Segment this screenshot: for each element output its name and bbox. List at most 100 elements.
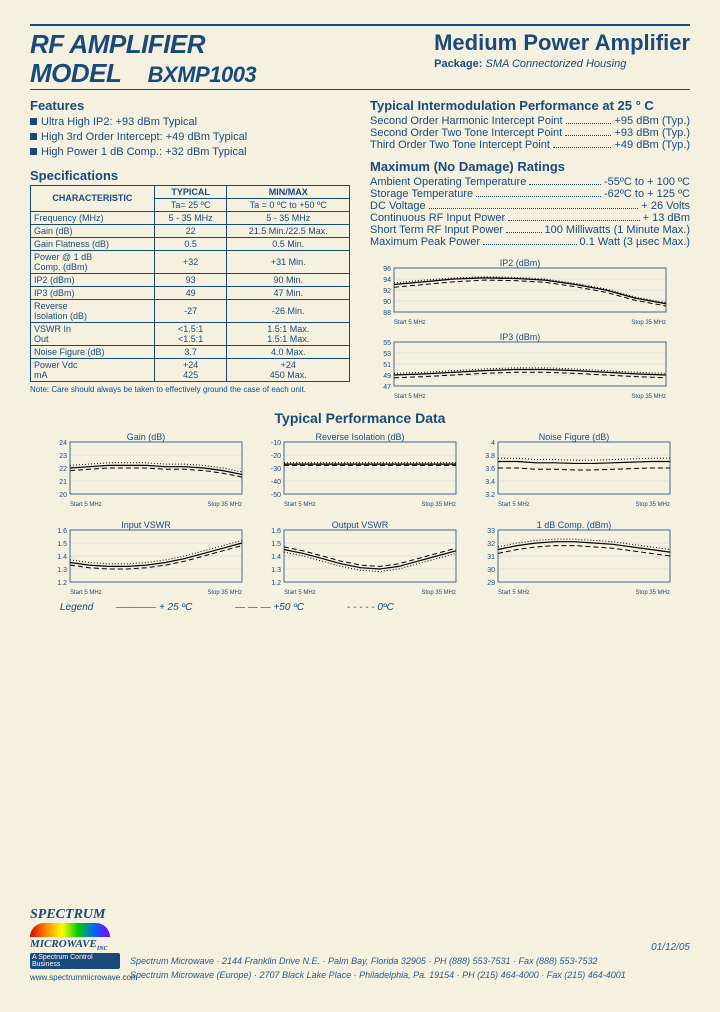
chart: Noise Figure (dB)3.23.43.63.84Start 5 MH… <box>474 430 674 508</box>
svg-text:31: 31 <box>487 554 495 561</box>
dotted-row: Second Order Harmonic Intercept Point+95… <box>370 115 690 127</box>
svg-text:-20: -20 <box>271 453 281 460</box>
perf-heading: Typical Performance Data <box>30 410 690 426</box>
svg-text:1.2: 1.2 <box>57 580 67 587</box>
svg-text:1.4: 1.4 <box>57 554 67 561</box>
svg-text:Start 5 MHz: Start 5 MHz <box>70 590 102 596</box>
table-row: VSWR In Out<1.5:1<1.5:11.5:1 Max.1.5:1 M… <box>31 322 350 345</box>
svg-text:1.2: 1.2 <box>271 580 281 587</box>
ratings-heading: Maximum (No Damage) Ratings <box>370 159 690 174</box>
footer: SPECTRUM MICROWAVEINC A Spectrum Control… <box>30 908 690 982</box>
top-rule-thin <box>30 89 690 90</box>
svg-text:94: 94 <box>383 277 391 284</box>
intermod-heading: Typical Intermodulation Performance at 2… <box>370 98 690 113</box>
svg-text:3.4: 3.4 <box>485 479 495 486</box>
footer-address: 01/12/05 Spectrum Microwave · 2144 Frank… <box>130 940 690 982</box>
svg-text:47: 47 <box>383 384 391 391</box>
svg-text:Start 5 MHz: Start 5 MHz <box>284 502 316 508</box>
package-label: Package: <box>434 58 482 70</box>
svg-text:Start 5 MHz: Start 5 MHz <box>70 502 102 508</box>
svg-text:Gain (dB): Gain (dB) <box>127 432 166 442</box>
svg-text:1.6: 1.6 <box>57 528 67 535</box>
svg-text:Input VSWR: Input VSWR <box>121 520 171 530</box>
svg-text:21: 21 <box>59 479 67 486</box>
svg-text:3.6: 3.6 <box>485 466 495 473</box>
table-row: Power Vdc mA+24425+24450 Max. <box>31 358 350 381</box>
svg-text:55: 55 <box>383 340 391 347</box>
spec-col-typ-sub: Ta= 25 ºC <box>154 198 227 211</box>
svg-text:24: 24 <box>59 440 67 447</box>
svg-text:29: 29 <box>487 580 495 587</box>
table-row: Frequency (MHz)5 - 35 MHz5 - 35 MHz <box>31 211 350 224</box>
svg-text:49: 49 <box>383 373 391 380</box>
footer-addr1: Spectrum Microwave · 2144 Franklin Drive… <box>130 955 690 969</box>
chart: Gain (dB)2021222324Start 5 MHzStop 35 MH… <box>46 430 246 508</box>
legend-solid: ———— + 25 ºC <box>116 602 212 613</box>
svg-text:32: 32 <box>487 541 495 548</box>
spec-table: CHARACTERISTIC TYPICAL MIN/MAX Ta= 25 ºC… <box>30 185 350 382</box>
svg-text:Start 5 MHz: Start 5 MHz <box>394 394 426 400</box>
dotted-row: Continuous RF Input Power+ 13 dBm <box>370 212 690 224</box>
ratings-list: Ambient Operating Temperature-55ºC to + … <box>370 176 690 248</box>
dotted-row: Storage Temperature-62ºC to + 125 ºC <box>370 188 690 200</box>
legend-dot: - - - - - 0ºC <box>347 602 414 613</box>
svg-text:3.8: 3.8 <box>485 453 495 460</box>
dotted-row: Second Order Two Tone Intercept Point+93… <box>370 127 690 139</box>
feature-item: Ultra High IP2: +93 dBm Typical <box>30 115 350 130</box>
svg-text:Stop 35 MHz: Stop 35 MHz <box>631 394 666 400</box>
spec-note: Note: Care should always be taken to eff… <box>30 385 350 394</box>
logo: SPECTRUM MICROWAVEINC A Spectrum Control… <box>30 908 120 982</box>
dotted-row: Maximum Peak Power0.1 Watt (3 µsec Max.) <box>370 236 690 248</box>
top-rule-thick <box>30 24 690 26</box>
features-heading: Features <box>30 98 350 113</box>
table-row: ReverseIsolation (dB)-27-26 Min. <box>31 299 350 322</box>
logo-top: SPECTRUM <box>30 908 120 921</box>
svg-text:20: 20 <box>59 492 67 499</box>
svg-text:90: 90 <box>383 299 391 306</box>
legend: Legend ———— + 25 ºC — — — +50 ºC - - - -… <box>30 602 690 613</box>
svg-text:22: 22 <box>59 466 67 473</box>
svg-text:Start 5 MHz: Start 5 MHz <box>498 502 530 508</box>
header: RF AMPLIFIER MODEL BXMP1003 Medium Power… <box>30 30 690 87</box>
svg-text:Reverse Isolation (dB): Reverse Isolation (dB) <box>315 432 404 442</box>
svg-text:3.2: 3.2 <box>485 492 495 499</box>
spec-col-char: CHARACTERISTIC <box>31 185 155 211</box>
top-charts: IP2 (dBm)8890929496Start 5 MHzStop 35 MH… <box>370 256 690 400</box>
chart: 1 dB Comp. (dBm)2930313233Start 5 MHzSto… <box>474 518 674 596</box>
logo-sub: A Spectrum Control Business <box>30 953 120 969</box>
svg-text:1.3: 1.3 <box>57 567 67 574</box>
svg-text:Stop 35 MHz: Stop 35 MHz <box>635 502 670 508</box>
table-row: IP2 (dBm)9390 Min. <box>31 273 350 286</box>
table-row: Noise Figure (dB)3.74.0 Max. <box>31 345 350 358</box>
logo-url: www.spectrummicrowave.com <box>30 973 120 982</box>
package-line: Package: SMA Connectorized Housing <box>434 58 690 70</box>
table-row: Gain Flatness (dB)0.50.5 Min. <box>31 237 350 250</box>
chart: IP3 (dBm)4749515355Start 5 MHzStop 35 MH… <box>370 330 690 400</box>
svg-text:-40: -40 <box>271 479 281 486</box>
legend-dash: — — — +50 ºC <box>235 602 324 613</box>
svg-text:1.4: 1.4 <box>271 554 281 561</box>
svg-text:Noise Figure (dB): Noise Figure (dB) <box>539 432 610 442</box>
title-line1: RF AMPLIFIER <box>30 30 256 59</box>
svg-text:96: 96 <box>383 266 391 273</box>
svg-text:92: 92 <box>383 288 391 295</box>
spec-heading: Specifications <box>30 168 350 183</box>
svg-text:51: 51 <box>383 362 391 369</box>
spec-col-mm: MIN/MAX <box>227 185 350 198</box>
svg-text:Start 5 MHz: Start 5 MHz <box>284 590 316 596</box>
subtitle: Medium Power Amplifier <box>434 30 690 56</box>
title-line2-text: MODEL <box>30 58 121 88</box>
svg-text:Stop 35 MHz: Stop 35 MHz <box>635 590 670 596</box>
legend-label: Legend <box>60 602 93 613</box>
svg-text:Stop 35 MHz: Stop 35 MHz <box>207 502 242 508</box>
dotted-row: Short Term RF Input Power100 Milliwatts … <box>370 224 690 236</box>
svg-text:Start 5 MHz: Start 5 MHz <box>498 590 530 596</box>
chart: Output VSWR1.21.31.41.51.6Start 5 MHzSto… <box>260 518 460 596</box>
svg-text:IP3 (dBm): IP3 (dBm) <box>500 332 541 342</box>
package-value: SMA Connectorized Housing <box>485 58 626 70</box>
svg-text:1 dB Comp. (dBm): 1 dB Comp. (dBm) <box>537 520 612 530</box>
dotted-row: Ambient Operating Temperature-55ºC to + … <box>370 176 690 188</box>
model-number: BXMP1003 <box>148 62 257 87</box>
svg-text:Start 5 MHz: Start 5 MHz <box>394 320 426 326</box>
svg-text:30: 30 <box>487 567 495 574</box>
